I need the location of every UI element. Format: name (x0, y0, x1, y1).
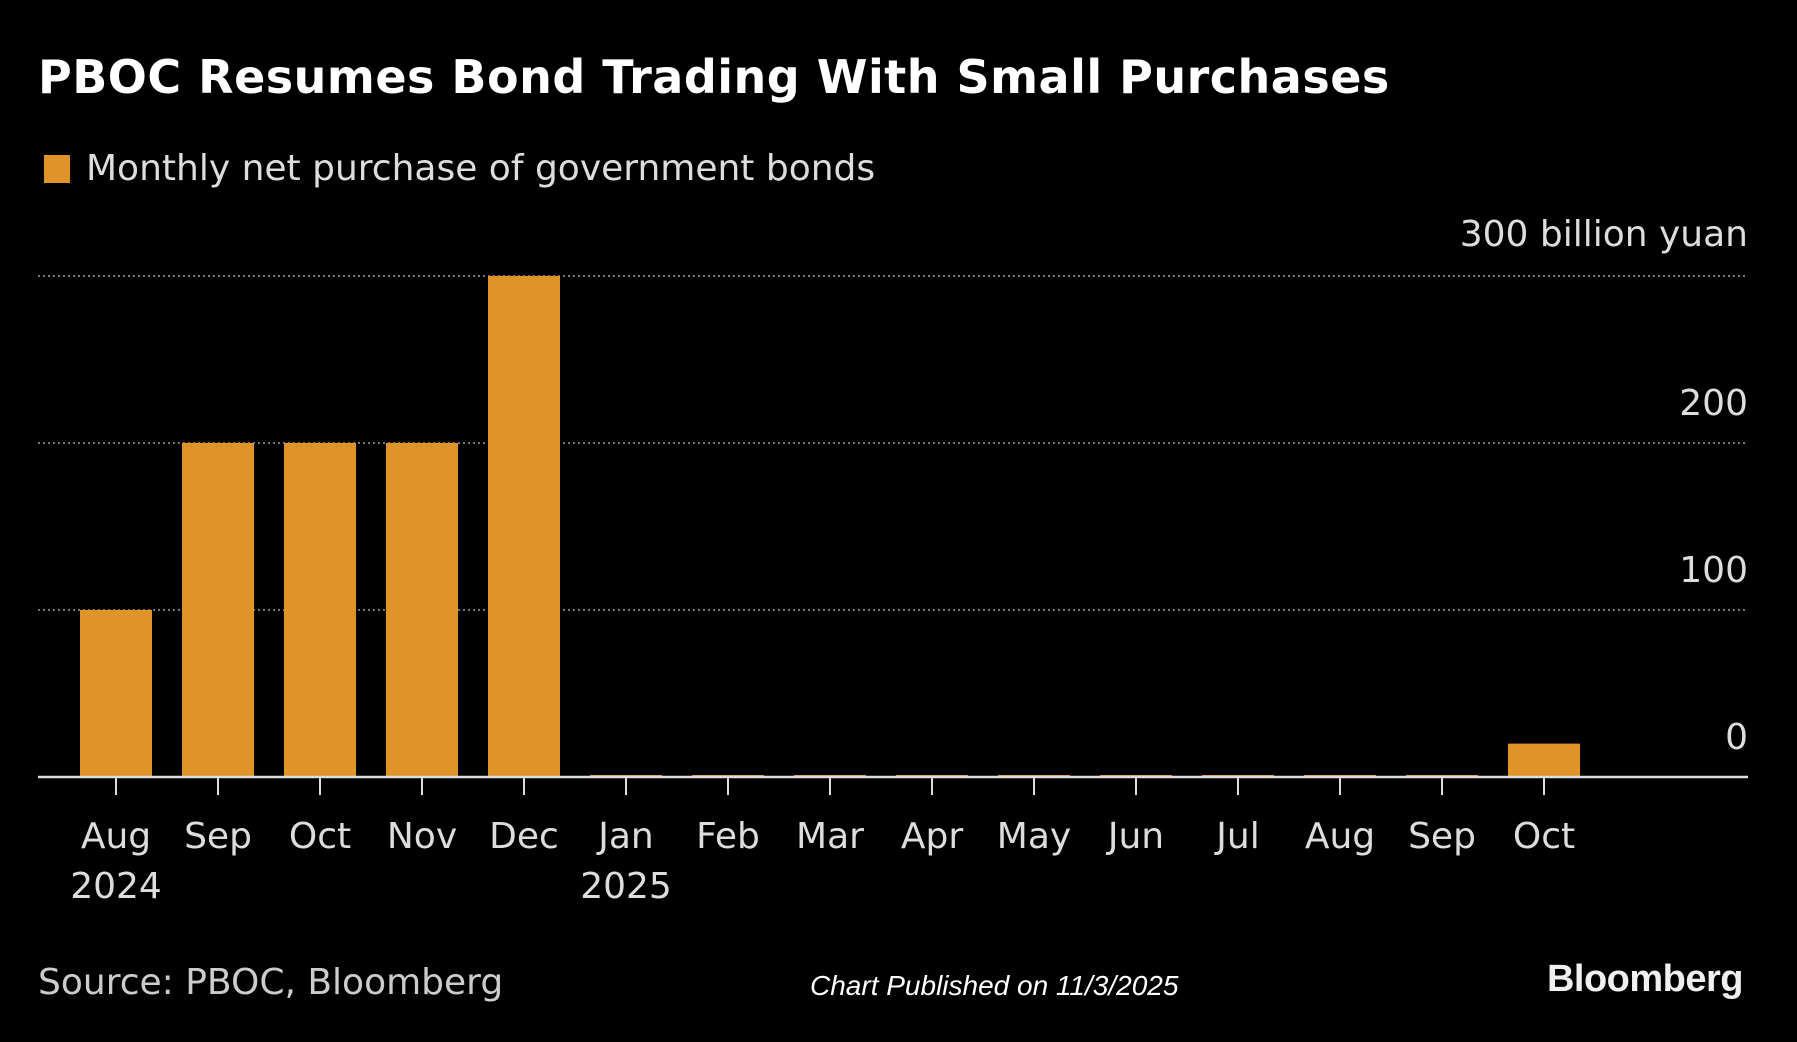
x-tick-label: Dec (489, 816, 559, 857)
x-tick-label: Mar (796, 816, 864, 857)
legend-swatch (44, 154, 70, 183)
x-tick-label: Jun (1106, 816, 1164, 857)
x-tick-label: Oct (289, 816, 351, 857)
x-tick-label: Aug (81, 816, 151, 857)
bar (284, 443, 356, 777)
x-year-label: 2025 (580, 866, 672, 907)
legend: Monthly net purchase of government bonds (44, 148, 875, 189)
published-note: Chart Published on 11/3/2025 (810, 970, 1179, 1001)
x-tick-label: Feb (696, 816, 760, 857)
x-tick-label: May (997, 816, 1071, 857)
x-tick-label: Sep (184, 816, 252, 857)
x-tick-label: Sep (1408, 816, 1476, 857)
x-tick-label: Oct (1513, 816, 1575, 857)
bar (1508, 743, 1580, 777)
bloomberg-logo: Bloomberg (1546, 958, 1744, 1000)
bar (80, 610, 152, 777)
x-tick-label: Nov (387, 816, 457, 857)
bar (386, 443, 458, 777)
bar (182, 443, 254, 777)
legend-label: Monthly net purchase of government bonds (86, 148, 876, 189)
source-note: Source: PBOC, Bloomberg (38, 962, 504, 1003)
y-tick-label: 100 (1679, 550, 1748, 591)
x-year-label: 2024 (70, 866, 162, 907)
chart-title: PBOC Resumes Bond Trading With Small Pur… (38, 50, 1390, 104)
x-tick-label: Jul (1214, 816, 1259, 857)
x-tick-label: Apr (901, 816, 963, 857)
y-tick-label: 300 billion yuan (1460, 214, 1748, 255)
y-tick-label: 200 (1679, 383, 1748, 424)
x-tick-label: Jan (596, 816, 654, 857)
x-tick-label: Aug (1305, 816, 1375, 857)
bar (488, 276, 560, 777)
y-tick-label: 0 (1725, 717, 1748, 758)
